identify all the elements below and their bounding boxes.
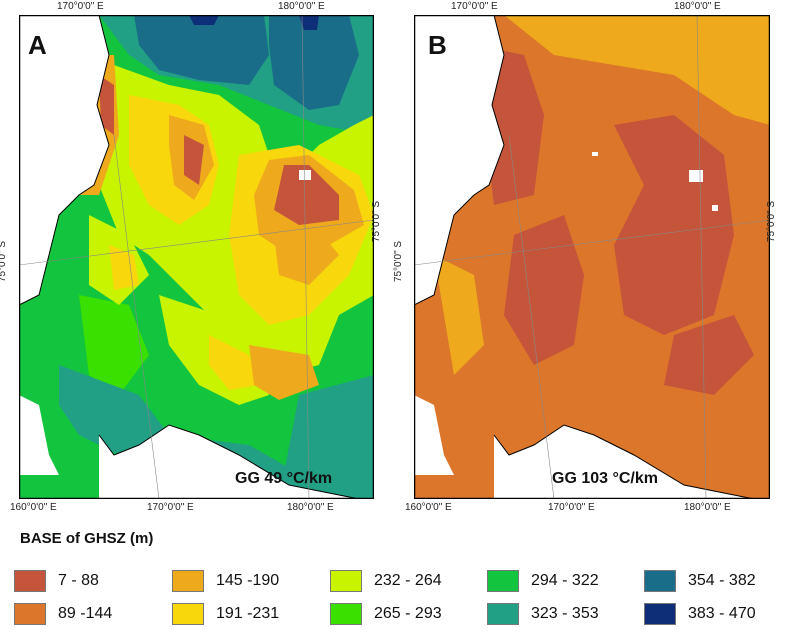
legend-item: 232 - 264 <box>330 570 442 592</box>
legend-swatch <box>487 603 519 625</box>
panel-b-caption: GG 103 °C/km <box>552 470 658 487</box>
panel-a-top-tick: 180°0'0" E <box>278 1 325 12</box>
legend-swatch <box>172 570 204 592</box>
legend-item: 323 - 353 <box>487 603 599 625</box>
panel-b-bottom-tick: 160°0'0" E <box>405 502 452 513</box>
panel-b-top-tick: 180°0'0" E <box>674 1 721 12</box>
legend-item: 191 -231 <box>172 603 279 625</box>
legend-swatch <box>644 603 676 625</box>
legend-label: 7 - 88 <box>58 572 99 589</box>
legend-label: 354 - 382 <box>688 572 756 589</box>
legend-swatch <box>172 603 204 625</box>
legend-item: 7 - 88 <box>14 570 99 592</box>
legend-swatch <box>644 570 676 592</box>
legend-item: 294 - 322 <box>487 570 599 592</box>
panel-a-caption: GG 49 °C/km <box>235 470 333 487</box>
panel-b-bottom-tick: 180°0'0" E <box>684 502 731 513</box>
panel-a-right-tick: 75°0'0" S <box>371 200 383 243</box>
legend-label: 191 -231 <box>216 605 280 622</box>
legend-item: 145 -190 <box>172 570 279 592</box>
legend-label: 294 - 322 <box>531 572 599 589</box>
legend-swatch <box>487 570 519 592</box>
panel-a-left-tick: 75°0'0" S <box>0 241 9 283</box>
legend-swatch <box>14 603 46 625</box>
legend-swatch <box>14 570 46 592</box>
map-panel-b <box>414 15 770 499</box>
panel-a-bottom-tick: 180°0'0" E <box>287 502 334 513</box>
panel-a-bottom-tick: 170°0'0" E <box>147 502 194 513</box>
panel-a-top-tick: 170°0'0" E <box>57 1 104 12</box>
legend-label: 383 - 470 <box>688 605 756 622</box>
legend-label: 89 -144 <box>58 605 113 622</box>
legend-label: 265 - 293 <box>374 605 442 622</box>
legend-swatch <box>330 570 362 592</box>
panel-a-bottom-tick: 160°0'0" E <box>10 502 57 513</box>
panel-a-label: A <box>28 30 47 60</box>
legend-title: BASE of GHSZ (m) <box>20 530 154 547</box>
map-panel-a <box>19 15 374 499</box>
legend-item: 383 - 470 <box>644 603 756 625</box>
legend-item: 89 -144 <box>14 603 112 625</box>
panel-b-right-tick: 75°0'0" S <box>766 200 778 243</box>
legend-label: 232 - 264 <box>374 572 442 589</box>
legend-label: 323 - 353 <box>531 605 599 622</box>
panel-b-label: B <box>428 30 447 60</box>
panel-b-top-tick: 170°0'0" E <box>451 1 498 12</box>
panel-b-left-tick: 75°0'0" S <box>393 240 405 283</box>
legend-swatch <box>330 603 362 625</box>
legend-item: 265 - 293 <box>330 603 442 625</box>
legend-item: 354 - 382 <box>644 570 756 592</box>
panel-b-bottom-tick: 170°0'0" E <box>548 502 595 513</box>
legend-label: 145 -190 <box>216 572 280 589</box>
